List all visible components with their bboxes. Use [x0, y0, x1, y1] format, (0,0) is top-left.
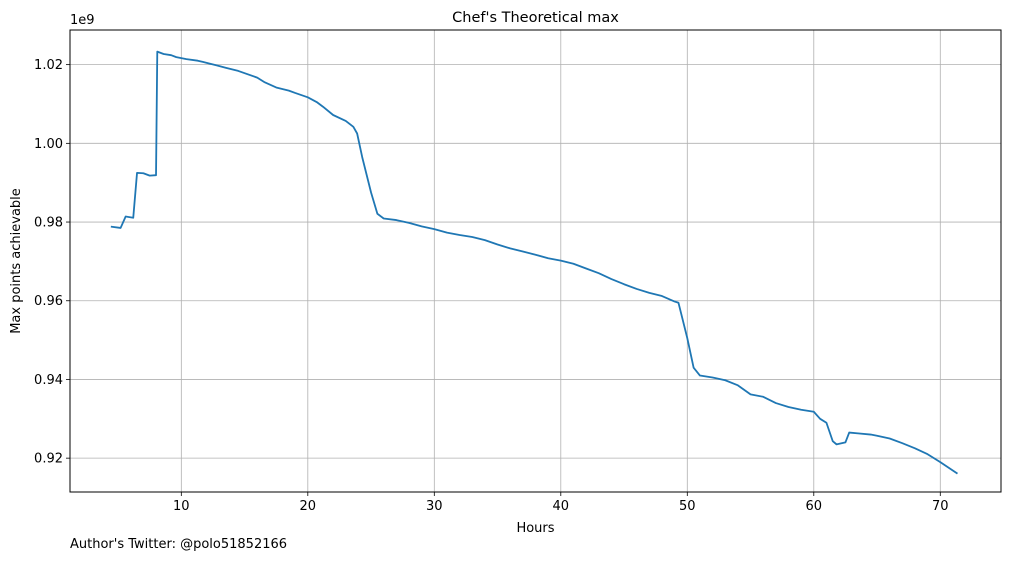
plot-area-background	[70, 30, 1001, 492]
x-tick-label: 40	[553, 499, 570, 514]
x-tick-label: 60	[806, 499, 823, 514]
x-tick-label: 70	[932, 499, 949, 514]
x-tick-label: 10	[173, 499, 190, 514]
y-axis-offset-label: 1e9	[70, 13, 95, 28]
x-tick-label: 20	[300, 499, 317, 514]
series-line	[110, 50, 958, 475]
y-tick-label: 0.98	[34, 216, 63, 231]
x-axis: 10 20 30 40 50 60 70	[173, 492, 949, 514]
x-axis-label: Hours	[516, 521, 554, 536]
y-tick-label: 0.94	[34, 373, 63, 388]
y-axis: 0.92 0.94 0.96 0.98 1.00 1.02	[34, 58, 70, 467]
plot-area-frame	[69, 29, 1002, 493]
y-tick-label: 0.92	[34, 452, 63, 467]
x-tick-label: 30	[426, 499, 443, 514]
y-tick-label: 1.02	[34, 58, 63, 73]
grid-lines	[70, 30, 1001, 492]
y-axis-label: Max points achievable	[9, 188, 24, 334]
author-caption: Author's Twitter: @polo51852166	[70, 537, 288, 552]
x-tick-label: 50	[679, 499, 696, 514]
y-tick-label: 0.96	[34, 294, 63, 309]
chart-title: Chef's Theoretical max	[452, 10, 619, 26]
y-tick-label: 1.00	[34, 137, 63, 152]
